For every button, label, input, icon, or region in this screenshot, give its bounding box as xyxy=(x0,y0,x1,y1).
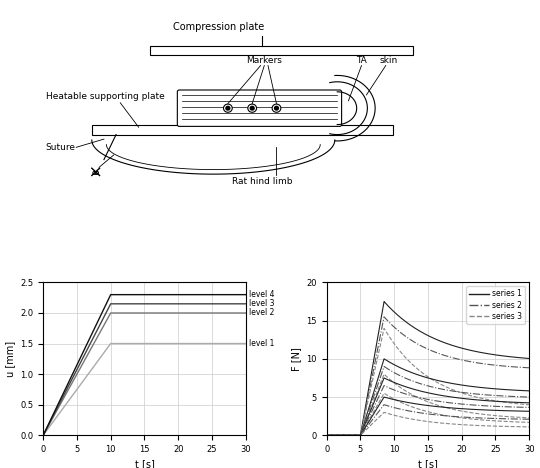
Text: level 4: level 4 xyxy=(249,290,274,299)
Text: TA: TA xyxy=(356,56,367,65)
Legend: series 1, series 2, series 3: series 1, series 2, series 3 xyxy=(467,286,525,324)
FancyBboxPatch shape xyxy=(150,46,413,55)
Y-axis label: F [N]: F [N] xyxy=(291,347,301,371)
FancyBboxPatch shape xyxy=(177,90,342,126)
Text: level 1: level 1 xyxy=(249,339,274,348)
Y-axis label: u [mm]: u [mm] xyxy=(5,341,15,377)
FancyBboxPatch shape xyxy=(92,124,393,135)
Text: level 2: level 2 xyxy=(249,308,274,317)
X-axis label: t [s]: t [s] xyxy=(418,460,438,468)
Text: Rat hind limb: Rat hind limb xyxy=(232,177,292,186)
Circle shape xyxy=(226,106,230,110)
X-axis label: t [s]: t [s] xyxy=(134,460,154,468)
Circle shape xyxy=(274,106,279,110)
Circle shape xyxy=(248,104,256,112)
Text: Compression plate: Compression plate xyxy=(173,22,264,32)
Text: skin: skin xyxy=(379,56,397,65)
Text: Heatable supporting plate: Heatable supporting plate xyxy=(45,92,164,101)
Text: Markers: Markers xyxy=(246,56,282,65)
Circle shape xyxy=(224,104,232,112)
Text: level 3: level 3 xyxy=(249,300,274,308)
Circle shape xyxy=(272,104,281,112)
Text: Suture: Suture xyxy=(45,143,76,152)
Circle shape xyxy=(250,106,254,110)
